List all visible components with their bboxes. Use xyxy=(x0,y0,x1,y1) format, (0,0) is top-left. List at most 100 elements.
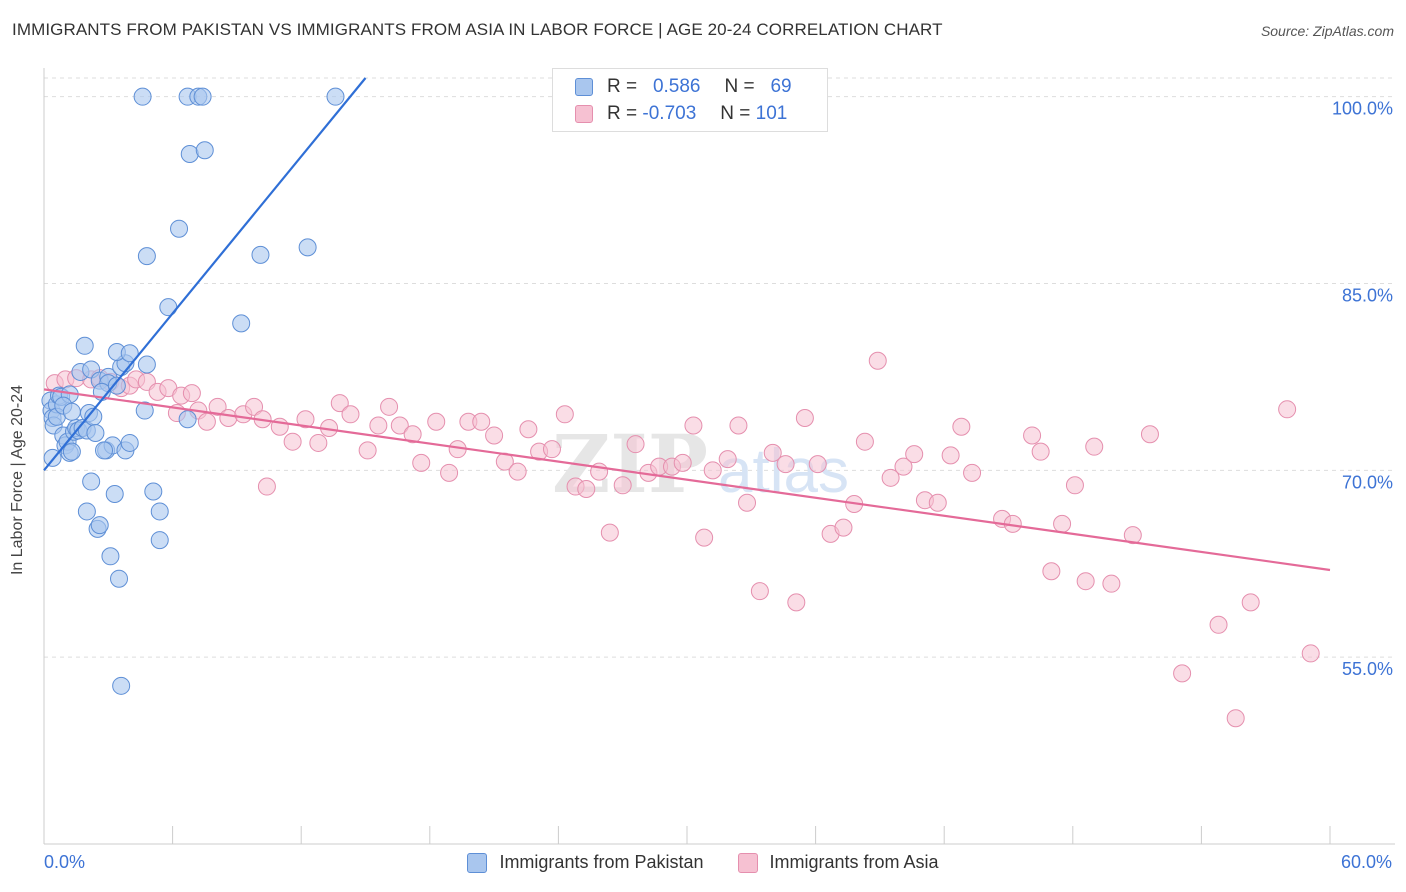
data-point-pakistan xyxy=(180,144,199,163)
data-point-asia xyxy=(1241,593,1260,612)
data-point-asia xyxy=(1278,400,1297,419)
trend-line-asia xyxy=(43,388,1331,572)
data-point-asia xyxy=(427,412,446,431)
y-tick-label: 55.0% xyxy=(1342,659,1393,679)
data-point-pakistan xyxy=(110,569,129,588)
data-point-asia xyxy=(577,480,596,499)
data-point-asia xyxy=(257,477,276,496)
data-point-pakistan xyxy=(298,238,317,257)
data-point-asia xyxy=(519,420,538,439)
data-point-pakistan xyxy=(150,502,169,521)
data-point-asia xyxy=(1031,442,1050,461)
data-point-asia xyxy=(795,409,814,428)
data-point-asia xyxy=(412,453,431,472)
series-legend: Immigrants from Pakistan Immigrants from… xyxy=(0,852,1406,873)
data-point-asia xyxy=(403,425,422,444)
series-asia-points xyxy=(45,351,1320,728)
data-point-asia xyxy=(330,394,349,413)
data-point-asia xyxy=(808,455,827,474)
data-point-asia xyxy=(928,493,947,512)
legend-row-pakistan: R = 0.586 N = 69 xyxy=(575,75,792,99)
legend-item-pakistan: Immigrants from Pakistan xyxy=(467,852,704,873)
data-point-pakistan xyxy=(120,344,139,363)
data-point-asia xyxy=(1076,572,1095,591)
data-point-asia xyxy=(369,416,388,435)
data-point-asia xyxy=(834,518,853,537)
data-point-asia xyxy=(703,461,722,480)
data-point-asia xyxy=(1123,526,1142,545)
x-tick-label-max: 60.0% xyxy=(1340,852,1392,872)
data-point-asia xyxy=(1301,644,1320,663)
data-point-asia xyxy=(208,397,227,416)
data-point-asia xyxy=(472,412,491,431)
data-point-asia xyxy=(341,405,360,424)
data-point-asia xyxy=(1226,709,1245,728)
data-point-asia xyxy=(868,351,887,370)
data-point-asia xyxy=(1140,425,1159,444)
data-point-asia xyxy=(485,426,504,445)
data-point-asia xyxy=(613,476,632,495)
legend-r-label: R = xyxy=(607,103,638,124)
data-point-asia xyxy=(695,528,714,547)
data-point-asia xyxy=(245,397,264,416)
data-point-pakistan xyxy=(135,401,154,420)
y-tick-label: 100.0% xyxy=(1332,99,1393,119)
data-point-asia xyxy=(787,593,806,612)
trend-lines xyxy=(43,77,1331,572)
data-point-asia xyxy=(600,523,619,542)
data-point-asia xyxy=(390,416,409,435)
data-point-asia xyxy=(1209,615,1228,634)
data-point-asia xyxy=(763,443,782,462)
legend-r-value-pakistan: 0.586 xyxy=(652,76,701,97)
data-point-pakistan xyxy=(62,442,81,461)
legend-label-pakistan: Immigrants from Pakistan xyxy=(499,852,704,872)
data-point-pakistan xyxy=(178,410,197,429)
chart-title: IMMIGRANTS FROM PAKISTAN VS IMMIGRANTS F… xyxy=(12,20,943,39)
data-point-pakistan xyxy=(137,247,156,266)
legend-n-value-asia: 101 xyxy=(755,103,788,124)
data-point-asia xyxy=(296,410,315,429)
data-point-asia xyxy=(855,432,874,451)
legend-n-value-pakistan: 69 xyxy=(770,76,792,97)
data-point-pakistan xyxy=(133,87,152,106)
data-point-asia xyxy=(1102,574,1121,593)
data-point-pakistan xyxy=(193,87,212,106)
data-point-pakistan xyxy=(251,245,270,264)
legend-n-label: N = xyxy=(720,103,751,124)
y-tick-label: 70.0% xyxy=(1342,472,1393,492)
data-point-pakistan xyxy=(326,87,345,106)
data-point-asia xyxy=(738,493,757,512)
data-point-asia xyxy=(1042,562,1061,581)
data-point-asia xyxy=(941,446,960,465)
data-point-asia xyxy=(1065,476,1084,495)
data-point-asia xyxy=(952,417,971,436)
y-tick-label: 85.0% xyxy=(1342,286,1393,306)
legend-item-asia: Immigrants from Asia xyxy=(737,852,939,873)
data-point-asia xyxy=(358,441,377,460)
data-point-asia xyxy=(1023,426,1042,445)
data-point-pakistan xyxy=(159,298,178,317)
data-point-asia xyxy=(894,457,913,476)
y-tick-labels: 55.0% 70.0% 85.0% 100.0% xyxy=(1332,99,1393,679)
data-point-pakistan xyxy=(101,547,120,566)
correlation-legend: R = 0.586 N = 69 R = -0.703 N = 101 xyxy=(552,68,828,132)
legend-row-asia: R = -0.703 N = 101 xyxy=(575,102,787,126)
data-point-asia xyxy=(881,468,900,487)
data-point-pakistan xyxy=(150,531,169,550)
data-point-asia xyxy=(555,405,574,424)
data-point-asia xyxy=(197,412,216,431)
data-point-asia xyxy=(542,440,561,459)
data-point-asia xyxy=(963,463,982,482)
data-point-asia xyxy=(718,450,737,469)
data-point-pakistan xyxy=(90,516,109,535)
data-point-asia xyxy=(219,409,238,428)
legend-n-label: N = xyxy=(724,76,755,97)
data-point-asia xyxy=(905,445,924,464)
data-point-pakistan xyxy=(137,355,156,374)
data-point-asia xyxy=(626,435,645,454)
data-point-pakistan xyxy=(105,485,124,504)
gridlines xyxy=(44,77,1395,658)
data-point-asia xyxy=(1173,664,1192,683)
data-point-asia xyxy=(380,397,399,416)
